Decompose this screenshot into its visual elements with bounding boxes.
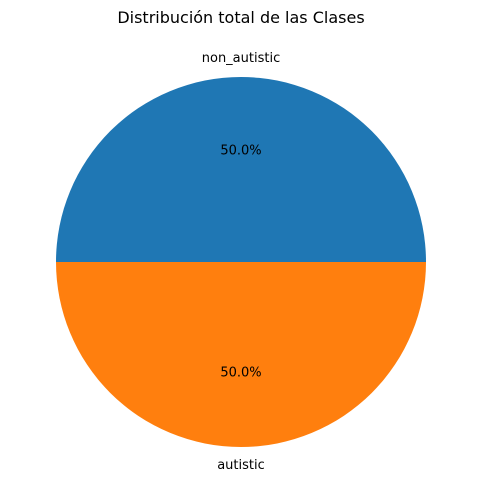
slice-percent-autistic: 50.0% <box>220 366 261 381</box>
pie-slice-autistic <box>56 262 426 447</box>
pie-slice-non-autistic <box>56 77 426 262</box>
slice-percent-non-autistic: 50.0% <box>220 144 261 159</box>
pie-slices <box>56 77 426 447</box>
slice-label-autistic: autistic <box>217 458 265 473</box>
slice-label-non-autistic: non_autistic <box>202 51 280 66</box>
pie-labels: non_autistic 50.0% autistic 50.0% <box>202 51 280 473</box>
chart-title: Distribución total de las Clases <box>117 8 364 27</box>
